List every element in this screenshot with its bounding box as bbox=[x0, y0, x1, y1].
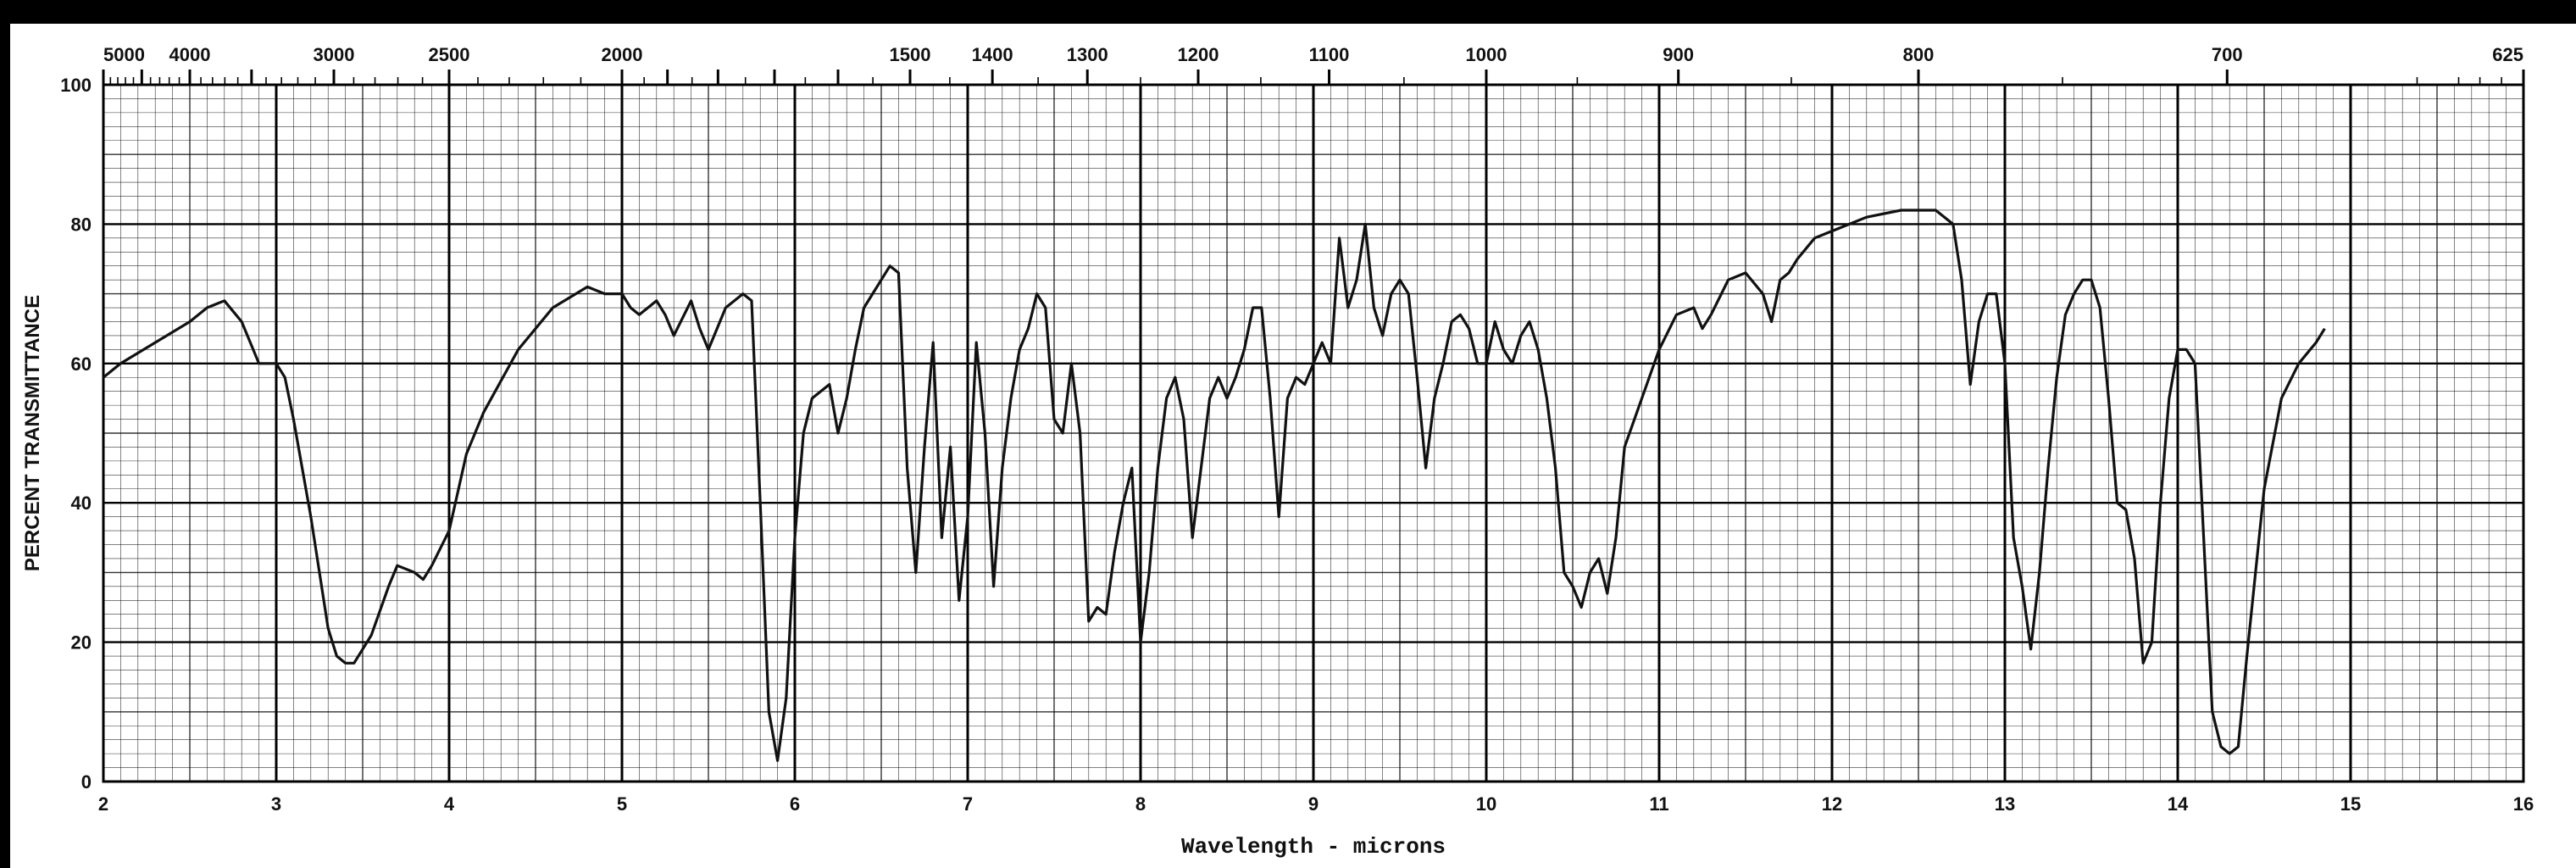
x-tick-label: 16 bbox=[2513, 793, 2534, 815]
x-axis-title: Wavelength - microns bbox=[1181, 834, 1446, 860]
x-axis: 2 3 4 5 6 7 8 9 10 11 12 13 14 15 16 bbox=[98, 793, 2534, 815]
top-tick-label: 1500 bbox=[890, 44, 931, 65]
x-tick-label: 3 bbox=[271, 793, 281, 815]
x-tick-label: 8 bbox=[1135, 793, 1146, 815]
top-tick-label: 1400 bbox=[972, 44, 1013, 65]
top-tick-label: 3000 bbox=[314, 44, 355, 65]
x-tick-label: 13 bbox=[1995, 793, 2015, 815]
top-tick-label: 5000 bbox=[103, 44, 145, 65]
y-tick-label: 80 bbox=[71, 214, 92, 235]
x-tick-label: 5 bbox=[617, 793, 627, 815]
top-black-band bbox=[0, 0, 2576, 24]
spectrum-series-line bbox=[102, 209, 2326, 762]
top-axis-ticks: 5000 4000 3000 2500 2000 1500 1400 1300 1200 1100… bbox=[102, 44, 2525, 85]
y-axis-title: PERCENT TRANSMITTANCE bbox=[21, 295, 44, 571]
y-tick-label: 100 bbox=[60, 75, 92, 96]
top-tick-label: 800 bbox=[1903, 44, 1935, 65]
x-tick-label: 4 bbox=[444, 793, 455, 815]
x-tick-label: 2 bbox=[98, 793, 108, 815]
x-tick-label: 11 bbox=[1649, 793, 1668, 815]
top-tick-label: 1200 bbox=[1178, 44, 1219, 65]
left-black-band bbox=[0, 24, 10, 868]
y-tick-label: 60 bbox=[71, 353, 92, 375]
y-tick-label: 0 bbox=[81, 771, 92, 793]
top-tick-label: 4000 bbox=[169, 44, 211, 65]
y-tick-label: 40 bbox=[71, 492, 92, 514]
y-axis: 0 20 40 60 80 100 bbox=[60, 75, 92, 793]
x-tick-label: 9 bbox=[1308, 793, 1319, 815]
top-tick-label: 2500 bbox=[429, 44, 470, 65]
top-tick-label: 1300 bbox=[1067, 44, 1108, 65]
y-tick-label: 20 bbox=[71, 632, 92, 654]
major-grid bbox=[102, 83, 2525, 783]
x-tick-label: 10 bbox=[1476, 793, 1496, 815]
x-tick-label: 14 bbox=[2168, 793, 2189, 815]
top-tick-label: 625 bbox=[2492, 44, 2523, 65]
top-tick-label: 700 bbox=[2212, 44, 2243, 65]
x-tick-label: 15 bbox=[2340, 793, 2361, 815]
x-tick-label: 6 bbox=[790, 793, 800, 815]
top-tick-label: 1100 bbox=[1309, 44, 1350, 65]
x-tick-label: 7 bbox=[963, 793, 973, 815]
plot-frame bbox=[102, 83, 2525, 783]
x-tick-label: 12 bbox=[1822, 793, 1842, 815]
top-tick-label: 2000 bbox=[602, 44, 643, 65]
top-tick-label: 1000 bbox=[1466, 44, 1507, 65]
top-tick-label: 900 bbox=[1663, 44, 1694, 65]
